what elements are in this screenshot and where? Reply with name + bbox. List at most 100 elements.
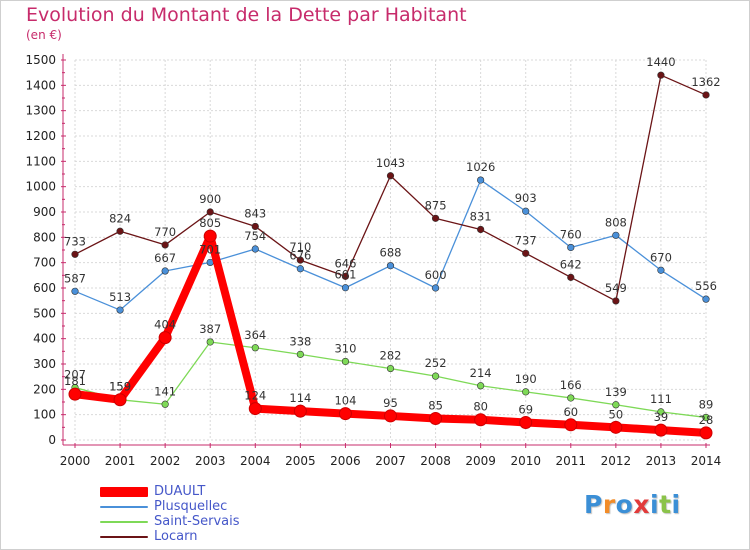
legend-item: Saint-Servais: [100, 514, 240, 529]
data-point: [702, 91, 710, 99]
y-tick-label: 1300: [25, 104, 56, 118]
data-label: 80: [473, 400, 488, 414]
data-point: [702, 295, 710, 303]
legend-swatch: [100, 505, 148, 508]
data-label: 166: [560, 378, 582, 392]
data-point: [251, 222, 259, 231]
axes: 0 100 200 300 400 500 600 700 800 900 1000 1100 1200…: [25, 53, 721, 468]
data-label: 104: [334, 394, 356, 408]
data-label: 69: [518, 403, 533, 417]
y-tick-label: 500: [33, 306, 56, 320]
data-label: 139: [605, 385, 627, 399]
data-point: [161, 241, 169, 249]
data-point: [609, 420, 623, 434]
data-point: [113, 393, 127, 407]
x-tick-label: 2001: [105, 454, 136, 468]
data-label: 513: [109, 290, 131, 304]
data-label: 670: [650, 250, 672, 264]
y-tick-label: 200: [33, 382, 56, 396]
logo-letter: t: [659, 490, 672, 519]
data-label: 824: [109, 211, 131, 225]
data-point: [567, 243, 575, 252]
data-point: [206, 208, 214, 216]
data-label: 114: [289, 391, 311, 405]
data-label: 207: [64, 368, 86, 382]
data-point: [477, 382, 485, 390]
data-label: 587: [64, 271, 86, 285]
data-point: [386, 364, 395, 373]
data-point: [386, 172, 395, 180]
legend-label: Saint-Servais: [154, 514, 240, 529]
data-point: [567, 273, 575, 281]
x-tick-label: 2002: [150, 454, 181, 468]
x-tick-label: 2007: [375, 454, 406, 468]
data-label: 252: [425, 356, 447, 370]
data-label: 549: [605, 281, 627, 295]
data-label: 676: [289, 249, 311, 263]
data-point: [612, 231, 620, 239]
legend-swatch: [100, 520, 148, 523]
logo-letter: x: [633, 490, 650, 519]
data-point: [296, 350, 304, 358]
data-point: [522, 207, 530, 215]
x-tick-label: 2009: [465, 454, 496, 468]
data-label: 111: [650, 392, 672, 406]
data-label: 60: [563, 405, 578, 419]
data-label: 701: [199, 242, 221, 256]
data-label: 282: [380, 349, 402, 363]
data-label: 404: [154, 318, 176, 332]
x-tick-label: 2011: [556, 454, 587, 468]
legend-label: DUAULT: [154, 484, 206, 499]
data-point: [522, 249, 530, 257]
data-label: 310: [334, 341, 356, 355]
data-point: [567, 394, 575, 402]
data-point: [657, 266, 665, 274]
data-label: 1043: [376, 156, 405, 170]
chart-subtitle: (en €): [26, 28, 62, 42]
data-label: 875: [425, 198, 447, 212]
data-point: [657, 408, 665, 416]
x-tick-label: 2010: [510, 454, 541, 468]
data-label: 737: [515, 233, 537, 247]
data-label: 124: [244, 389, 266, 403]
y-tick-label: 1500: [25, 53, 56, 67]
data-label: 688: [380, 246, 402, 260]
data-point: [68, 387, 82, 401]
data-point: [519, 416, 533, 430]
data-point: [612, 297, 620, 305]
data-label: 89: [699, 397, 714, 411]
data-label: 85: [428, 398, 443, 412]
data-point: [474, 413, 488, 427]
data-point: [296, 265, 304, 273]
data-label: 556: [695, 279, 717, 293]
data-point: [522, 388, 530, 396]
data-point: [429, 411, 443, 425]
data-label: 159: [109, 380, 131, 394]
data-label: 1026: [466, 160, 495, 174]
y-tick-label: 1200: [25, 129, 56, 143]
data-point: [341, 284, 350, 292]
y-tick-label: 900: [33, 205, 56, 219]
logo-letter: P: [584, 490, 603, 519]
data-label: 214: [470, 366, 492, 380]
x-tick-label: 2012: [601, 454, 632, 468]
data-point: [431, 372, 440, 380]
data-point: [386, 262, 395, 270]
data-label: 387: [199, 322, 221, 336]
data-label: 1362: [691, 75, 720, 89]
data-point: [248, 402, 262, 416]
data-point: [116, 306, 124, 314]
series-lines: [68, 71, 713, 440]
legend-label: Plusquellec: [154, 499, 228, 514]
data-label: 50: [609, 407, 624, 421]
x-tick-label: 2013: [646, 454, 677, 468]
data-label: 900: [199, 192, 221, 206]
data-label: 770: [154, 225, 176, 239]
data-point: [612, 401, 620, 409]
y-tick-label: 800: [33, 230, 56, 244]
y-tick-label: 0: [48, 433, 56, 447]
y-tick-label: 100: [33, 408, 56, 422]
data-labels: 181 159 404 805 124 114 104 95 85 80 69 60 50 39 28 587…: [64, 55, 721, 427]
data-label: 646: [334, 256, 356, 270]
